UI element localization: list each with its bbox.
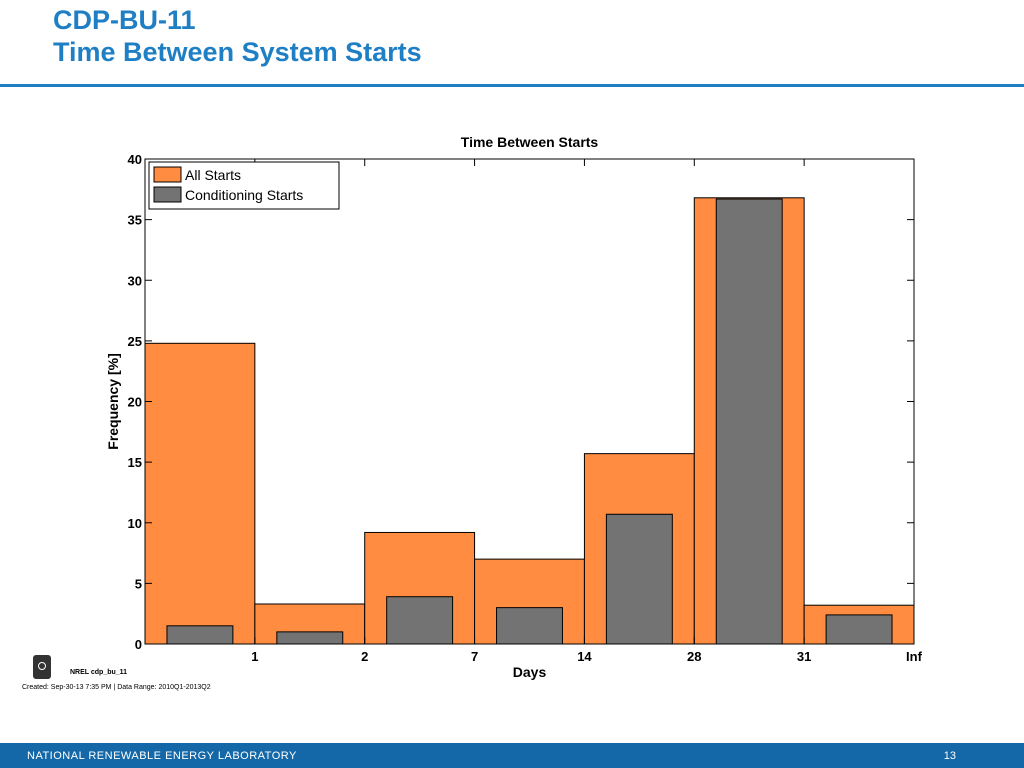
legend-swatch <box>153 166 182 183</box>
legend-swatch <box>153 186 182 203</box>
legend-label: Conditioning Starts <box>185 187 303 203</box>
y-tick-label: 40 <box>128 152 142 167</box>
page-number: 13 <box>943 750 956 762</box>
slide-title-line2: Time Between System Starts <box>53 37 422 67</box>
bar-conditioning-starts <box>496 607 563 645</box>
bar-conditioning-starts <box>166 625 234 645</box>
time-between-starts-chart: 0 5 10 15 20 25 30 35 40 1 2 7 14 28 31 Inf Time Between… <box>105 134 923 680</box>
x-tick-label: 1 <box>251 649 258 664</box>
nrel-logo-icon <box>33 655 51 679</box>
figure-id-label: NREL cdp_bu_11 <box>70 669 128 676</box>
x-axis-label: Days <box>513 664 547 680</box>
x-tick-label: 2 <box>361 649 368 664</box>
footer-organization: NATIONAL RENEWABLE ENERGY LABORATORY <box>27 750 297 762</box>
x-tick-label: 31 <box>797 649 811 664</box>
footer-bar: NATIONAL RENEWABLE ENERGY LABORATORY 13 <box>0 743 1024 768</box>
bar-conditioning-starts <box>386 596 454 645</box>
y-tick-label: 10 <box>128 516 142 531</box>
x-tick-label: 7 <box>471 649 478 664</box>
y-tick-label: 20 <box>128 395 142 410</box>
x-tick-label: Inf <box>906 649 923 664</box>
y-tick-label: 5 <box>135 576 142 591</box>
bar-all-starts <box>144 342 256 645</box>
y-tick-label: 35 <box>128 213 142 228</box>
slide-title-line1: CDP-BU-11 <box>53 5 196 35</box>
chart-title: Time Between Starts <box>461 134 599 150</box>
bar-conditioning-starts <box>605 513 673 645</box>
x-tick-label: 28 <box>687 649 701 664</box>
y-tick-label: 0 <box>135 637 142 652</box>
title-divider <box>0 84 1024 87</box>
y-axis-label: Frequency [%] <box>105 353 121 449</box>
created-date-range: Created: Sep-30-13 7:35 PM | Data Range:… <box>22 684 211 691</box>
legend-label: All Starts <box>185 167 241 183</box>
bar-conditioning-starts <box>715 198 783 645</box>
y-tick-label: 25 <box>128 334 142 349</box>
y-tick-label: 15 <box>128 455 142 470</box>
slide-title: CDP-BU-11 Time Between System Starts <box>53 4 422 68</box>
y-tick-label: 30 <box>128 273 142 288</box>
bar-conditioning-starts <box>276 631 344 645</box>
x-tick-label: 14 <box>577 649 592 664</box>
bar-conditioning-starts <box>825 614 893 645</box>
